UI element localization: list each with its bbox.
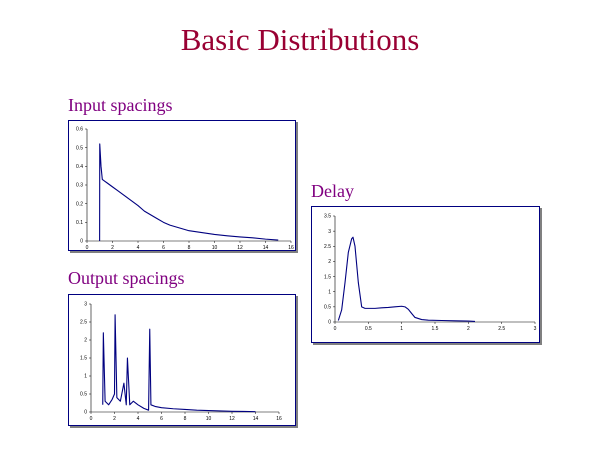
output-x-tick-label: 6: [160, 416, 163, 422]
input-series-line: [99, 143, 279, 242]
input-spacings-panel: 0 0.1 0.2 0.3 0.4 0.5 0.6 0 2 4 6 8 10 12 14 16: [68, 120, 296, 251]
delay-y-tick-label: 1.5: [324, 274, 331, 280]
output-spacings-panel: 0 0.5 1 1.5 2 2.5 3 0 2 4 6 8 10 12 14 16: [68, 294, 296, 426]
input-spacings-caption: Input spacings: [68, 95, 173, 115]
output-x-tick-label: 8: [184, 416, 187, 422]
input-x-tick-label: 12: [237, 245, 243, 251]
slide-title: Basic Distributions: [180, 22, 420, 57]
delay-x-tick-label: 2: [467, 326, 470, 332]
delay-chart: 0 0.5 1 1.5 2 2.5 3 3.5 0 0.5 1 1.5 2 2.5 3: [324, 214, 537, 332]
delay-y-tick-label: 1: [328, 289, 331, 295]
output-x-tick-label: 4: [137, 416, 140, 422]
delay-y-tick-label: 3: [328, 229, 331, 235]
delay-x-tick-label: 1.5: [432, 326, 439, 332]
input-y-tick-label: 0.4: [76, 164, 83, 170]
input-x-tick-label: 0: [86, 245, 89, 251]
delay-y-tick-label: 0.5: [324, 305, 331, 311]
input-y-tick-label: 0: [80, 239, 83, 245]
delay-series-line: [337, 236, 476, 322]
output-y-tick-label: 0: [84, 410, 87, 416]
input-x-tick-label: 14: [263, 245, 269, 251]
output-spacings-caption: Output spacings: [68, 268, 185, 288]
delay-y-tick-label: 0: [328, 320, 331, 326]
input-y-tick-label: 0.1: [76, 220, 83, 226]
input-x-tick-label: 2: [111, 245, 114, 251]
delay-x-tick-label: 1: [400, 326, 403, 332]
input-x-tick-label: 10: [212, 245, 218, 251]
output-x-tick-label: 0: [90, 416, 93, 422]
input-y-tick-label: 0.5: [76, 145, 83, 151]
input-x-tick-label: 16: [288, 245, 294, 251]
output-x-tick-label: 10: [206, 416, 212, 422]
output-x-tick-label: 14: [253, 416, 259, 422]
input-y-tick-label: 0.3: [76, 183, 83, 189]
output-y-tick-label: 0.5: [80, 392, 87, 398]
input-x-tick-label: 4: [137, 245, 140, 251]
output-x-tick-label: 16: [276, 416, 282, 422]
delay-y-tick-label: 3.5: [324, 214, 331, 220]
output-y-tick-label: 2: [84, 338, 87, 344]
delay-x-tick-label: 0: [334, 326, 337, 332]
delay-x-tick-label: 0.5: [365, 326, 372, 332]
input-x-tick-label: 8: [188, 245, 191, 251]
delay-caption: Delay: [311, 181, 354, 201]
input-y-tick-label: 0.6: [76, 127, 83, 133]
delay-x-tick-label: 2.5: [498, 326, 505, 332]
input-spacings-chart: 0 0.1 0.2 0.3 0.4 0.5 0.6 0 2 4 6 8 10 12 14 16: [76, 127, 294, 251]
output-y-tick-label: 3: [84, 302, 87, 308]
output-y-tick-label: 1.5: [80, 356, 87, 362]
output-y-tick-label: 2.5: [80, 320, 87, 326]
input-x-tick-label: 6: [162, 245, 165, 251]
input-y-tick-label: 0.2: [76, 201, 83, 207]
delay-x-tick-label: 3: [534, 326, 537, 332]
output-series-line: [102, 314, 256, 413]
delay-y-tick-label: 2.5: [324, 244, 331, 250]
output-x-tick-label: 2: [113, 416, 116, 422]
output-y-tick-label: 1: [84, 374, 87, 380]
output-x-tick-label: 12: [229, 416, 235, 422]
output-spacings-chart: 0 0.5 1 1.5 2 2.5 3 0 2 4 6 8 10 12 14 16: [80, 302, 282, 422]
delay-y-tick-label: 2: [328, 259, 331, 265]
delay-panel: 0 0.5 1 1.5 2 2.5 3 3.5 0 0.5 1 1.5 2 2.5 3: [311, 206, 540, 343]
